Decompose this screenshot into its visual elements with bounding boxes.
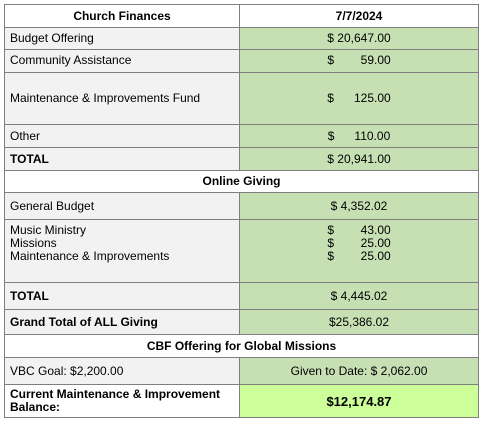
online-group-amounts: $ 43.00 $ 25.00 $ 25.00	[239, 219, 479, 283]
table-row: Other $ 110.00	[4, 124, 479, 148]
row-label: Budget Offering	[4, 27, 240, 50]
cbf-goal: VBC Goal: $2,200.00	[4, 357, 240, 385]
group-label: Music Ministry	[10, 223, 87, 237]
online-group-labels: Music Ministry Missions Maintenance & Im…	[4, 219, 240, 283]
row-label: Maintenance & Improvements Fund	[4, 72, 240, 125]
row-amount: $ 59.00	[239, 49, 479, 73]
online-giving-title: Online Giving	[4, 170, 479, 193]
cbf-title: CBF Offering for Global Missions	[4, 334, 479, 358]
row-amount: $ 4,352.02	[239, 192, 479, 220]
balance-amount: $12,174.87	[239, 384, 479, 418]
total-row: TOTAL $ 4,445.02	[4, 282, 479, 310]
balance-label: Current Maintenance & Improvement Balanc…	[4, 384, 240, 418]
table-row: Budget Offering $ 20,647.00	[4, 27, 479, 50]
row-label: General Budget	[4, 192, 240, 220]
section-header-row: CBF Offering for Global Missions	[4, 334, 479, 358]
row-label: Community Assistance	[4, 49, 240, 73]
table-row: Maintenance & Improvements Fund $ 125.00	[4, 72, 479, 125]
row-label: Other	[4, 124, 240, 148]
group-amount: $ 25.00	[327, 249, 391, 263]
report-date: 7/7/2024	[239, 4, 479, 28]
group-label: Maintenance & Improvements	[10, 249, 170, 263]
table-row: Music Ministry Missions Maintenance & Im…	[4, 219, 479, 283]
total-amount: $ 20,941.00	[239, 147, 479, 171]
church-finances-table: Church Finances 7/7/2024 Budget Offering…	[4, 4, 479, 418]
total-row: TOTAL $ 20,941.00	[4, 147, 479, 171]
row-amount: $ 20,647.00	[239, 27, 479, 50]
table-row: General Budget $ 4,352.02	[4, 192, 479, 220]
row-amount: $ 125.00	[239, 72, 479, 125]
group-label: Missions	[10, 236, 57, 250]
balance-row: Current Maintenance & Improvement Balanc…	[4, 384, 479, 418]
group-amount: $ 25.00	[327, 236, 391, 250]
row-amount: $ 110.00	[239, 124, 479, 148]
grand-total-row: Grand Total of ALL Giving $25,386.02	[4, 309, 479, 335]
table-title: Church Finances	[4, 4, 240, 28]
total-label: TOTAL	[4, 147, 240, 171]
group-amount: $ 43.00	[327, 223, 391, 237]
grand-total-label: Grand Total of ALL Giving	[4, 309, 240, 335]
header-row: Church Finances 7/7/2024	[4, 4, 479, 28]
grand-total-amount: $25,386.02	[239, 309, 479, 335]
cbf-row: VBC Goal: $2,200.00 Given to Date: $ 2,0…	[4, 357, 479, 385]
table-row: Community Assistance $ 59.00	[4, 49, 479, 73]
section-header-row: Online Giving	[4, 170, 479, 193]
cbf-given: Given to Date: $ 2,062.00	[239, 357, 479, 385]
total-amount: $ 4,445.02	[239, 282, 479, 310]
total-label: TOTAL	[4, 282, 240, 310]
